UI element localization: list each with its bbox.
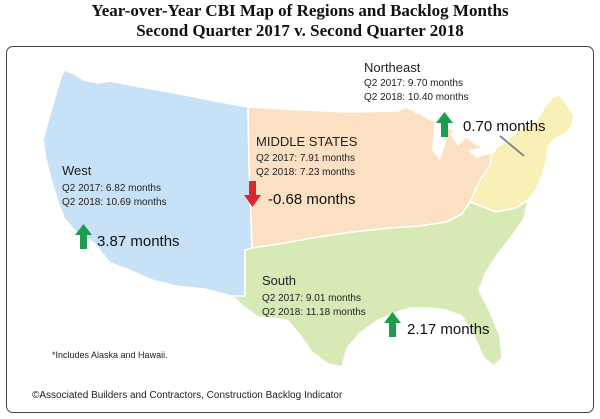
west-q2-2017: Q2 2017: 6.82 months <box>62 183 161 194</box>
region-south <box>230 198 530 368</box>
northeast-change: 0.70 months <box>463 118 546 135</box>
northeast-region-name: Northeast <box>364 60 421 75</box>
west-q2-2018: Q2 2018: 10.69 months <box>62 197 167 208</box>
south-change: 2.17 months <box>407 321 490 338</box>
south-q2-2018: Q2 2018: 11.18 months <box>262 307 366 318</box>
source-credit: ©Associated Builders and Contractors, Co… <box>32 390 343 401</box>
northeast-q2-2017: Q2 2017: 9.70 months <box>364 78 463 89</box>
south-up-arrow-icon <box>384 312 401 337</box>
map-frame <box>6 46 594 413</box>
northeast-up-arrow-icon <box>436 112 453 137</box>
chart-title-line-2: Second Quarter 2017 v. Second Quarter 20… <box>136 21 464 40</box>
chart-title-line-1: Year-over-Year CBI Map of Regions and Ba… <box>91 1 509 20</box>
middle-region-name: MIDDLE STATES <box>256 134 358 149</box>
south-q2-2017: Q2 2017: 9.01 months <box>262 293 361 304</box>
region-west <box>42 69 253 297</box>
middle-q2-2018: Q2 2018: 7.23 months <box>256 167 355 178</box>
footnote: *Includes Alaska and Hawaii. <box>52 350 168 360</box>
west-region-name: West <box>62 163 92 178</box>
west-up-arrow-icon <box>75 224 92 249</box>
middle-change: -0.68 months <box>268 191 356 208</box>
northeast-q2-2018: Q2 2018: 10.40 months <box>364 92 469 103</box>
middle-down-arrow-icon <box>244 181 261 207</box>
great-lakes <box>410 103 510 160</box>
south-region-name: South <box>262 273 296 288</box>
middle-q2-2017: Q2 2017: 7.91 months <box>256 153 355 164</box>
west-change: 3.87 months <box>97 233 180 250</box>
northeast-leader-line <box>499 135 525 157</box>
